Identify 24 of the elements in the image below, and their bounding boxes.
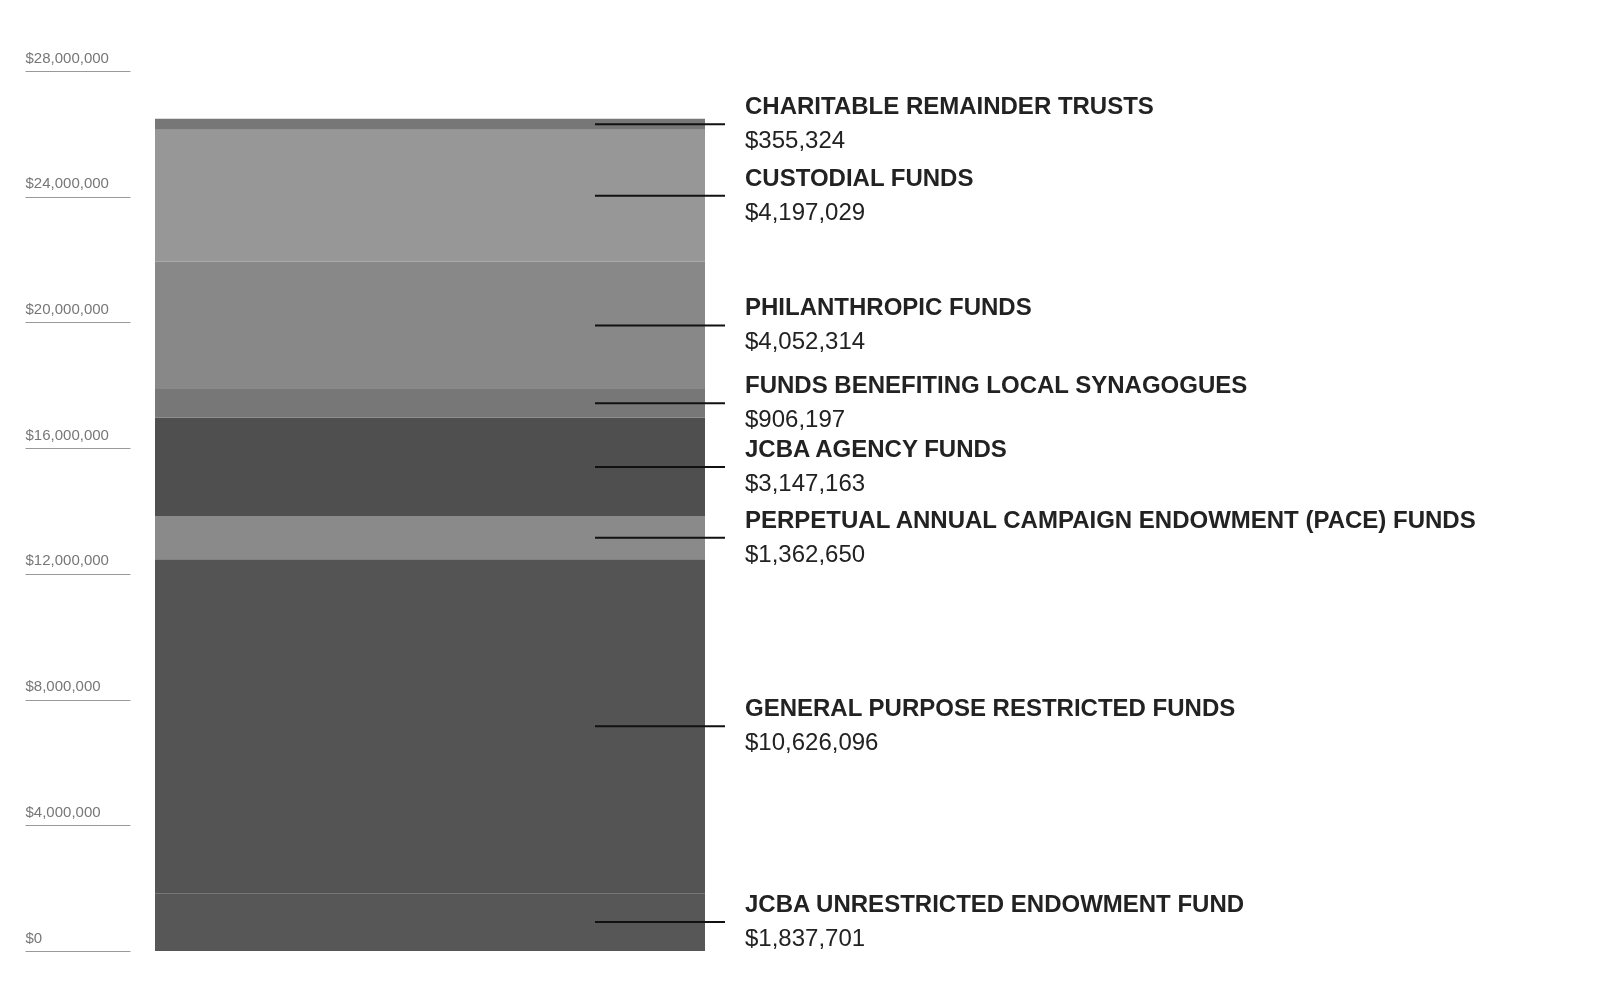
data-label: $10,626,096 — [745, 728, 879, 756]
series-label: JCBA UNRESTRICTED ENDOWMENT FUND — [745, 890, 1245, 918]
series-label: PHILANTHROPIC FUNDS — [745, 293, 1032, 321]
series-label: CHARITABLE REMAINDER TRUSTS — [745, 92, 1154, 120]
y-tick-label: $4,000,000 — [25, 802, 101, 820]
y-tick-label: $12,000,000 — [25, 551, 109, 569]
series-label: CUSTODIAL FUNDS — [745, 163, 974, 191]
y-tick-label: $16,000,000 — [25, 425, 109, 443]
data-label: $355,324 — [745, 126, 846, 154]
data-label: $4,197,029 — [745, 197, 866, 225]
y-tick-label: $0 — [25, 928, 43, 946]
series-label: JCBA AGENCY FUNDS — [745, 435, 1007, 462]
y-tick-label: $20,000,000 — [25, 299, 109, 317]
series-label: FUNDS BENEFITING LOCAL SYNAGOGUES — [745, 371, 1248, 399]
data-label: $1,362,650 — [745, 539, 866, 567]
y-tick-label: $28,000,000 — [25, 48, 109, 66]
y-tick-label: $8,000,000 — [25, 677, 101, 695]
data-label: $3,147,163 — [745, 469, 866, 496]
data-label: $906,197 — [745, 405, 846, 433]
series-label: GENERAL PURPOSE RESTRICTED FUNDS — [745, 694, 1236, 722]
y-tick-label: $24,000,000 — [25, 174, 109, 192]
data-label: $4,052,314 — [745, 327, 866, 355]
series-label: PERPETUAL ANNUAL CAMPAIGN ENDOWMENT (PACE) FUNDS — [745, 505, 1476, 533]
data-label: $1,837,701 — [745, 924, 866, 952]
